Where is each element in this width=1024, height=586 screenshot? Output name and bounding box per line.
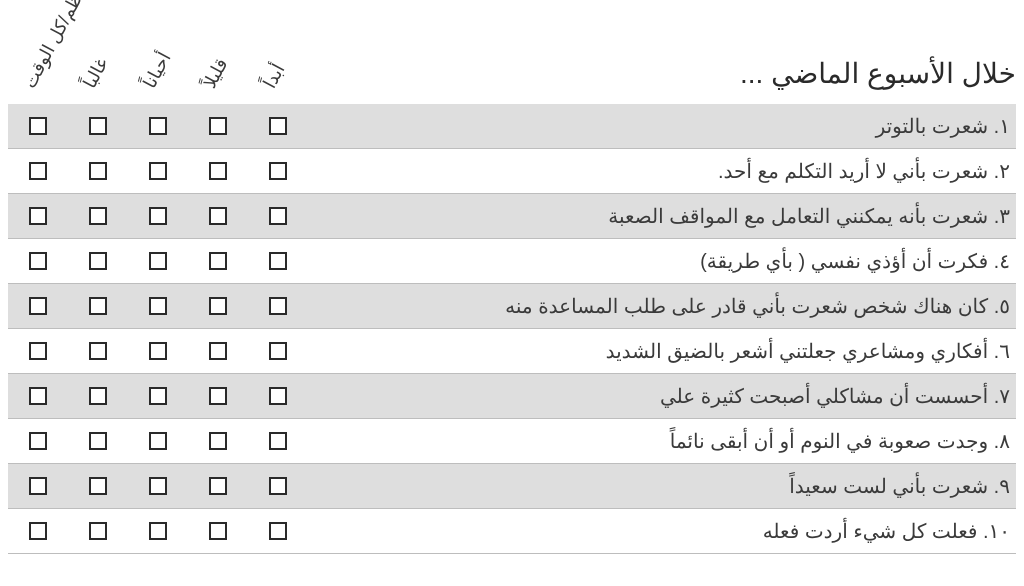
checkbox-q1-never[interactable] — [269, 117, 287, 135]
checkbox-q4-always[interactable] — [29, 252, 47, 270]
checkbox-q1-always[interactable] — [29, 117, 47, 135]
checkbox-q9-never[interactable] — [269, 477, 287, 495]
checkbox-q7-never[interactable] — [269, 387, 287, 405]
question-text: ٥. كان هناك شخص شعرت بأني قادر على طلب ا… — [308, 294, 1016, 319]
checkbox-group — [8, 207, 308, 225]
option-header-sometimes: أحياناً — [128, 10, 188, 104]
question-text: ٩. شعرت بأني لست سعيداً — [308, 474, 1016, 499]
checkbox-q2-rarely[interactable] — [209, 162, 227, 180]
checkbox-q9-often[interactable] — [89, 477, 107, 495]
question-row: ٨. وجدت صعوبة في النوم أو أن أبقى نائماً — [8, 419, 1016, 463]
checkbox-q9-rarely[interactable] — [209, 477, 227, 495]
checkbox-q8-always[interactable] — [29, 432, 47, 450]
checkbox-group — [8, 162, 308, 180]
checkbox-q3-often[interactable] — [89, 207, 107, 225]
checkbox-q10-sometimes[interactable] — [149, 522, 167, 540]
checkbox-q6-often[interactable] — [89, 342, 107, 360]
question-row: ٩. شعرت بأني لست سعيداً — [8, 464, 1016, 508]
checkbox-q7-sometimes[interactable] — [149, 387, 167, 405]
question-row: ٦. أفكاري ومشاعري جعلتني أشعر بالضيق الش… — [8, 329, 1016, 373]
checkbox-q8-rarely[interactable] — [209, 432, 227, 450]
checkbox-group — [8, 477, 308, 495]
question-text: ٣. شعرت بأنه يمكنني التعامل مع المواقف ا… — [308, 204, 1016, 229]
checkbox-q1-rarely[interactable] — [209, 117, 227, 135]
checkbox-q2-always[interactable] — [29, 162, 47, 180]
checkbox-q2-never[interactable] — [269, 162, 287, 180]
option-header-often: غالباً — [68, 10, 128, 104]
question-row: ٢. شعرت بأني لا أريد التكلم مع أحد. — [8, 149, 1016, 193]
checkbox-q2-sometimes[interactable] — [149, 162, 167, 180]
checkbox-group — [8, 432, 308, 450]
checkbox-q5-sometimes[interactable] — [149, 297, 167, 315]
checkbox-q7-rarely[interactable] — [209, 387, 227, 405]
checkbox-q7-often[interactable] — [89, 387, 107, 405]
checkbox-q6-rarely[interactable] — [209, 342, 227, 360]
checkbox-q8-often[interactable] — [89, 432, 107, 450]
checkbox-q10-often[interactable] — [89, 522, 107, 540]
checkbox-group — [8, 252, 308, 270]
checkbox-q3-always[interactable] — [29, 207, 47, 225]
checkbox-q6-always[interactable] — [29, 342, 47, 360]
checkbox-group — [8, 522, 308, 540]
option-header-never: أبداً — [248, 10, 308, 104]
checkbox-q5-never[interactable] — [269, 297, 287, 315]
question-text: ٤. فكرت أن أؤذي نفسي ( بأي طريقة) — [308, 249, 1016, 274]
checkbox-q1-often[interactable] — [89, 117, 107, 135]
question-row: ٤. فكرت أن أؤذي نفسي ( بأي طريقة) — [8, 239, 1016, 283]
checkbox-q5-always[interactable] — [29, 297, 47, 315]
checkbox-group — [8, 297, 308, 315]
question-row: ٥. كان هناك شخص شعرت بأني قادر على طلب ا… — [8, 284, 1016, 328]
checkbox-q5-often[interactable] — [89, 297, 107, 315]
checkbox-q4-never[interactable] — [269, 252, 287, 270]
checkbox-q2-often[interactable] — [89, 162, 107, 180]
question-text: ٦. أفكاري ومشاعري جعلتني أشعر بالضيق الش… — [308, 339, 1016, 364]
option-header-always: معظم/كل الوقت — [8, 10, 68, 104]
checkbox-q7-always[interactable] — [29, 387, 47, 405]
checkbox-q4-sometimes[interactable] — [149, 252, 167, 270]
checkbox-q6-never[interactable] — [269, 342, 287, 360]
checkbox-q9-always[interactable] — [29, 477, 47, 495]
checkbox-group — [8, 342, 308, 360]
question-text: ١٠. فعلت كل شيء أردت فعله — [308, 519, 1016, 544]
questionnaire: خلال الأسبوع الماضي ... أبداً قليلاً أحي… — [8, 10, 1016, 554]
checkbox-q4-rarely[interactable] — [209, 252, 227, 270]
checkbox-group — [8, 387, 308, 405]
option-headers: أبداً قليلاً أحياناً غالباً معظم/كل الوق… — [8, 10, 308, 104]
questionnaire-title: خلال الأسبوع الماضي ... — [308, 57, 1016, 104]
checkbox-q9-sometimes[interactable] — [149, 477, 167, 495]
checkbox-group — [8, 117, 308, 135]
question-row: ١. شعرت بالتوتر — [8, 104, 1016, 148]
row-separator — [8, 553, 1016, 554]
checkbox-q4-often[interactable] — [89, 252, 107, 270]
checkbox-q10-rarely[interactable] — [209, 522, 227, 540]
question-text: ٢. شعرت بأني لا أريد التكلم مع أحد. — [308, 159, 1016, 184]
checkbox-q5-rarely[interactable] — [209, 297, 227, 315]
question-text: ٨. وجدت صعوبة في النوم أو أن أبقى نائماً — [308, 429, 1016, 454]
question-row: ٣. شعرت بأنه يمكنني التعامل مع المواقف ا… — [8, 194, 1016, 238]
option-header-rarely: قليلاً — [188, 10, 248, 104]
question-text: ١. شعرت بالتوتر — [308, 114, 1016, 139]
header-row: خلال الأسبوع الماضي ... أبداً قليلاً أحي… — [8, 10, 1016, 104]
checkbox-q1-sometimes[interactable] — [149, 117, 167, 135]
checkbox-q10-always[interactable] — [29, 522, 47, 540]
checkbox-q3-sometimes[interactable] — [149, 207, 167, 225]
checkbox-q6-sometimes[interactable] — [149, 342, 167, 360]
checkbox-q3-never[interactable] — [269, 207, 287, 225]
question-text: ٧. أحسست أن مشاكلي أصبحت كثيرة علي — [308, 384, 1016, 409]
checkbox-q10-never[interactable] — [269, 522, 287, 540]
question-row: ٧. أحسست أن مشاكلي أصبحت كثيرة علي — [8, 374, 1016, 418]
checkbox-q3-rarely[interactable] — [209, 207, 227, 225]
checkbox-q8-sometimes[interactable] — [149, 432, 167, 450]
question-row: ١٠. فعلت كل شيء أردت فعله — [8, 509, 1016, 553]
checkbox-q8-never[interactable] — [269, 432, 287, 450]
